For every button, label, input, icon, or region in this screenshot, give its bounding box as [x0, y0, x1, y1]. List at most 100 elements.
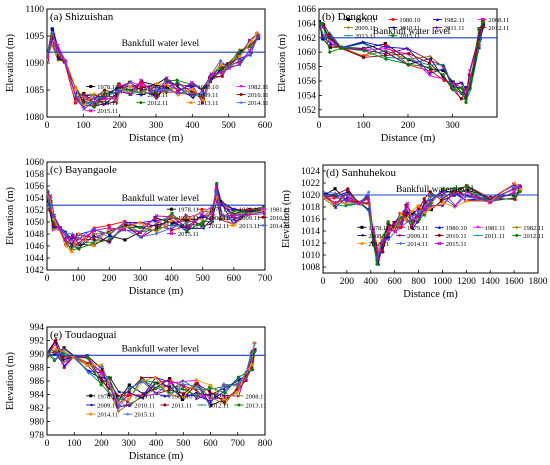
data-point	[64, 244, 68, 248]
data-point	[386, 220, 390, 224]
y-tick-label: 1052	[25, 206, 44, 216]
data-point	[185, 229, 189, 233]
data-point	[184, 213, 188, 217]
data-point	[102, 103, 106, 107]
chart-panel-a: 0 100 200 300 400 500 600 1080 1085 1090 1095 1100 D…	[5, 5, 272, 144]
legend-entry: 2011.11	[171, 402, 192, 409]
legend-entry: 2015.11	[178, 231, 199, 238]
data-point	[333, 187, 337, 191]
data-point	[126, 400, 130, 404]
data-point	[185, 218, 189, 222]
legend-marker	[346, 26, 350, 30]
y-tick-label: 1080	[25, 113, 44, 123]
legend-entry: 1981.11	[269, 207, 290, 214]
x-tick-label: 700	[231, 439, 246, 449]
data-point	[248, 52, 253, 56]
data-point	[441, 67, 445, 71]
legend: 1978.11 1979.11 1980.10 1981.11 1982.11 2008.…	[166, 207, 290, 238]
data-point	[200, 89, 205, 93]
data-point	[102, 96, 107, 101]
y-tick-label: 1064	[297, 19, 316, 29]
x-axis-label: Distance (m)	[403, 289, 458, 300]
data-point	[70, 239, 74, 243]
y-tick-label: 1100	[25, 5, 44, 15]
legend-entry: 1980.10	[239, 207, 260, 214]
y-tick-label: 992	[30, 337, 45, 347]
data-point	[182, 391, 186, 396]
legend-entry: 2012.11	[208, 402, 229, 409]
data-point	[164, 76, 169, 81]
data-point	[219, 70, 224, 75]
data-point	[256, 34, 261, 39]
x-tick-label: 600	[258, 121, 273, 131]
data-point	[443, 62, 445, 67]
y-tick-label: 1054	[297, 91, 316, 101]
data-point	[253, 349, 257, 354]
data-point	[82, 97, 86, 101]
data-point	[196, 384, 200, 389]
legend-entry: 2012.11	[523, 233, 544, 240]
data-point	[262, 211, 265, 216]
data-point	[154, 83, 158, 87]
data-point	[220, 74, 224, 78]
data-point	[61, 358, 65, 362]
data-point	[201, 98, 205, 103]
data-point	[249, 40, 253, 44]
data-point	[76, 241, 81, 246]
data-point	[221, 387, 225, 391]
legend-marker	[360, 233, 364, 237]
data-point	[422, 197, 426, 201]
data-point	[218, 58, 223, 63]
data-point	[387, 227, 392, 232]
x-tick-label: 0	[45, 439, 50, 449]
data-point	[411, 217, 415, 221]
data-point	[220, 213, 225, 218]
y-tick-label: 1008	[301, 263, 320, 273]
legend-entry: 2010.11	[399, 25, 420, 32]
legend-entry: 2014.11	[269, 223, 290, 230]
legend: 1978.11 1979.11 1980.10 1982.11 2008.11 2009.…	[86, 393, 266, 419]
data-point	[383, 47, 387, 51]
y-tick-label: 1022	[301, 179, 320, 189]
series-line-2009.11	[47, 340, 255, 399]
data-point	[71, 233, 75, 238]
panel-title: (a) Shizuishan	[50, 11, 114, 23]
chart-panel-e: 0 100 200 300 400 500 600 700 800 978 980 982 984 986…	[5, 323, 272, 462]
data-point	[83, 102, 85, 106]
data-point	[108, 392, 110, 396]
data-point	[209, 217, 214, 222]
y-tick-label: 982	[30, 404, 45, 414]
y-axis-label: Elevation (m)	[5, 351, 16, 410]
y-tick-label: 1085	[25, 86, 44, 96]
legend-entry: 1980.10	[446, 225, 467, 232]
x-tick-label: 1000	[433, 277, 452, 287]
legend: 1978.11 1979.11 1980.10 1982.11 1983.11 2008.…	[86, 84, 269, 115]
y-tick-label: 988	[30, 364, 45, 374]
y-tick-label: 1095	[25, 32, 44, 42]
legend-entry: 2008.11	[368, 233, 389, 240]
x-tick-label: 300	[133, 274, 148, 284]
data-point	[441, 201, 446, 205]
legend-entry: 2008.11	[488, 17, 509, 24]
bankfull-label: Bankfull water level	[122, 193, 200, 204]
data-point	[91, 244, 95, 248]
legend-entry: 2015.11	[399, 33, 420, 40]
data-point	[73, 356, 77, 360]
data-point	[222, 400, 226, 404]
x-tick-label: 100	[76, 121, 91, 131]
data-point	[237, 62, 242, 67]
data-point	[409, 209, 414, 214]
legend-entry: 2013.11	[198, 100, 219, 107]
x-tick-label: 1600	[505, 277, 524, 287]
data-point	[487, 200, 492, 205]
legend-marker	[126, 412, 130, 416]
y-tick-label: 1014	[301, 227, 320, 237]
legend-entry: 1982.11	[248, 84, 269, 91]
data-point	[117, 390, 121, 394]
series-line-2014.11	[323, 186, 520, 255]
data-point	[52, 213, 57, 218]
y-tick-label: 1052	[297, 106, 316, 116]
data-point	[98, 374, 103, 378]
legend-marker	[230, 215, 234, 219]
y-tick-label: 1056	[25, 182, 44, 192]
